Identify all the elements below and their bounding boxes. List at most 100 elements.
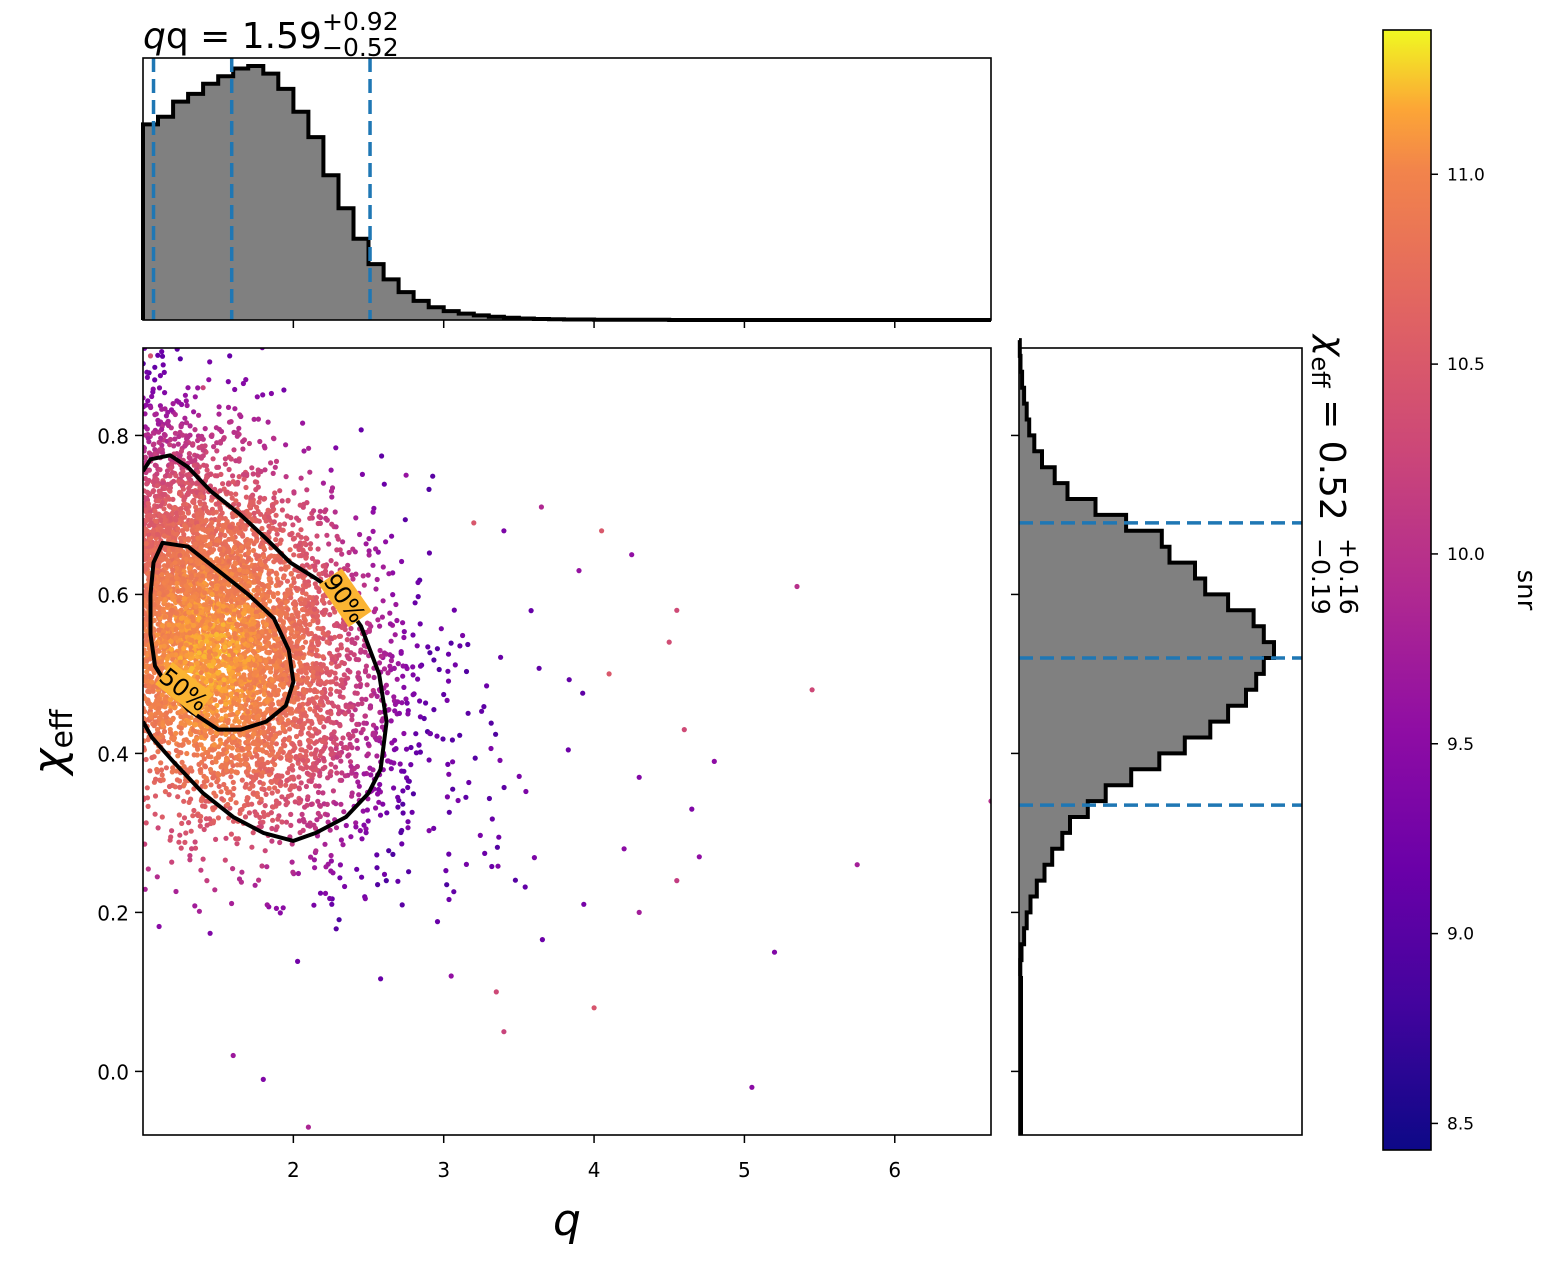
scatter-point bbox=[156, 715, 162, 721]
scatter-point bbox=[260, 809, 267, 816]
scatter-point bbox=[239, 777, 245, 783]
scatter-point bbox=[229, 900, 235, 907]
scatter-point bbox=[380, 564, 386, 570]
scatter-point bbox=[305, 822, 311, 828]
scatter-point bbox=[235, 644, 241, 650]
scatter-point bbox=[324, 532, 330, 538]
scatter-point bbox=[190, 441, 196, 447]
scatter-point bbox=[204, 822, 210, 828]
scatter-point bbox=[289, 763, 295, 769]
q-hist-fill bbox=[143, 66, 991, 320]
scatter-point bbox=[373, 606, 379, 612]
scatter-point bbox=[209, 534, 215, 540]
scatter-point bbox=[358, 647, 364, 653]
scatter-point bbox=[258, 824, 264, 830]
scatter-point bbox=[282, 626, 288, 632]
scatter-point bbox=[220, 522, 226, 529]
scatter-point bbox=[295, 870, 301, 877]
scatter-point bbox=[152, 793, 159, 799]
scatter-point bbox=[401, 730, 407, 737]
scatter-point bbox=[145, 688, 151, 695]
scatter-point bbox=[168, 639, 174, 645]
scatter-point bbox=[455, 797, 461, 804]
scatter-point bbox=[181, 815, 188, 821]
scatter-point bbox=[283, 782, 289, 788]
scatter-point bbox=[223, 835, 229, 841]
scatter-point bbox=[239, 869, 245, 875]
scatter-point bbox=[256, 747, 263, 753]
q-marginal-title: qq = 1.59 bbox=[143, 16, 322, 57]
scatter-point bbox=[143, 756, 149, 763]
scatter-point bbox=[150, 442, 156, 448]
scatter-point bbox=[155, 749, 161, 755]
scatter-point bbox=[337, 693, 343, 699]
scatter-point bbox=[216, 754, 222, 760]
scatter-point bbox=[295, 958, 301, 965]
scatter-point bbox=[281, 387, 287, 393]
scatter-point bbox=[236, 596, 242, 602]
scatter-point bbox=[402, 517, 408, 523]
scatter-point bbox=[160, 777, 166, 783]
scatter-point bbox=[383, 878, 389, 884]
scatter-point bbox=[362, 896, 368, 902]
scatter-point bbox=[151, 754, 157, 760]
scatter-point bbox=[341, 566, 347, 572]
scatter-point bbox=[183, 583, 189, 589]
scatter-point bbox=[197, 818, 203, 824]
scatter-point bbox=[161, 431, 167, 438]
scatter-point bbox=[463, 861, 469, 868]
scatter-point bbox=[230, 473, 236, 479]
scatter-point bbox=[230, 652, 236, 658]
scatter-point bbox=[354, 635, 360, 641]
scatter-point bbox=[366, 548, 372, 554]
scatter-point bbox=[250, 547, 257, 554]
scatter-point bbox=[176, 812, 182, 818]
scatter-point bbox=[254, 504, 260, 510]
q-title-symbol: q bbox=[143, 16, 166, 57]
scatter-point bbox=[359, 471, 365, 477]
scatter-point bbox=[228, 759, 234, 765]
scatter-point bbox=[359, 874, 365, 880]
scatter-point bbox=[531, 855, 538, 861]
scatter-point bbox=[294, 676, 300, 682]
scatter-point bbox=[266, 785, 272, 792]
scatter-point bbox=[169, 593, 176, 600]
scatter-point bbox=[336, 711, 342, 717]
scatter-point bbox=[342, 883, 348, 890]
scatter-point bbox=[242, 784, 248, 790]
scatter-point bbox=[373, 586, 379, 592]
scatter-point bbox=[426, 486, 432, 492]
scatter-point bbox=[278, 566, 284, 572]
scatter-point bbox=[323, 507, 329, 513]
scatter-point bbox=[232, 386, 238, 393]
scatter-point bbox=[349, 712, 355, 719]
scatter-point bbox=[262, 803, 268, 809]
scatter-point bbox=[160, 722, 166, 728]
scatter-point bbox=[194, 744, 200, 750]
scatter-point bbox=[246, 810, 252, 816]
scatter-point bbox=[251, 708, 257, 714]
scatter-point bbox=[296, 774, 302, 780]
scatter-point bbox=[249, 465, 255, 471]
scatter-point bbox=[377, 709, 383, 716]
scatter-point bbox=[208, 668, 214, 674]
scatter-point bbox=[236, 425, 242, 431]
scatter-point bbox=[463, 668, 470, 675]
scatter-point bbox=[399, 558, 405, 565]
scatter-point bbox=[304, 487, 310, 493]
scatter-point bbox=[227, 353, 233, 359]
scatter-point bbox=[230, 779, 236, 786]
scatter-point bbox=[312, 865, 318, 871]
scatter-point bbox=[269, 740, 275, 746]
scatter-point bbox=[267, 509, 273, 515]
scatter-point bbox=[172, 430, 178, 436]
scatter-point bbox=[345, 667, 351, 673]
scatter-point bbox=[333, 561, 339, 567]
scatter-point bbox=[313, 760, 319, 766]
scatter-point bbox=[536, 665, 542, 671]
scatter-point bbox=[169, 859, 175, 865]
scatter-point bbox=[231, 447, 237, 453]
scatter-point bbox=[291, 490, 297, 496]
scatter-point bbox=[184, 402, 190, 409]
scatter-point bbox=[409, 809, 415, 815]
